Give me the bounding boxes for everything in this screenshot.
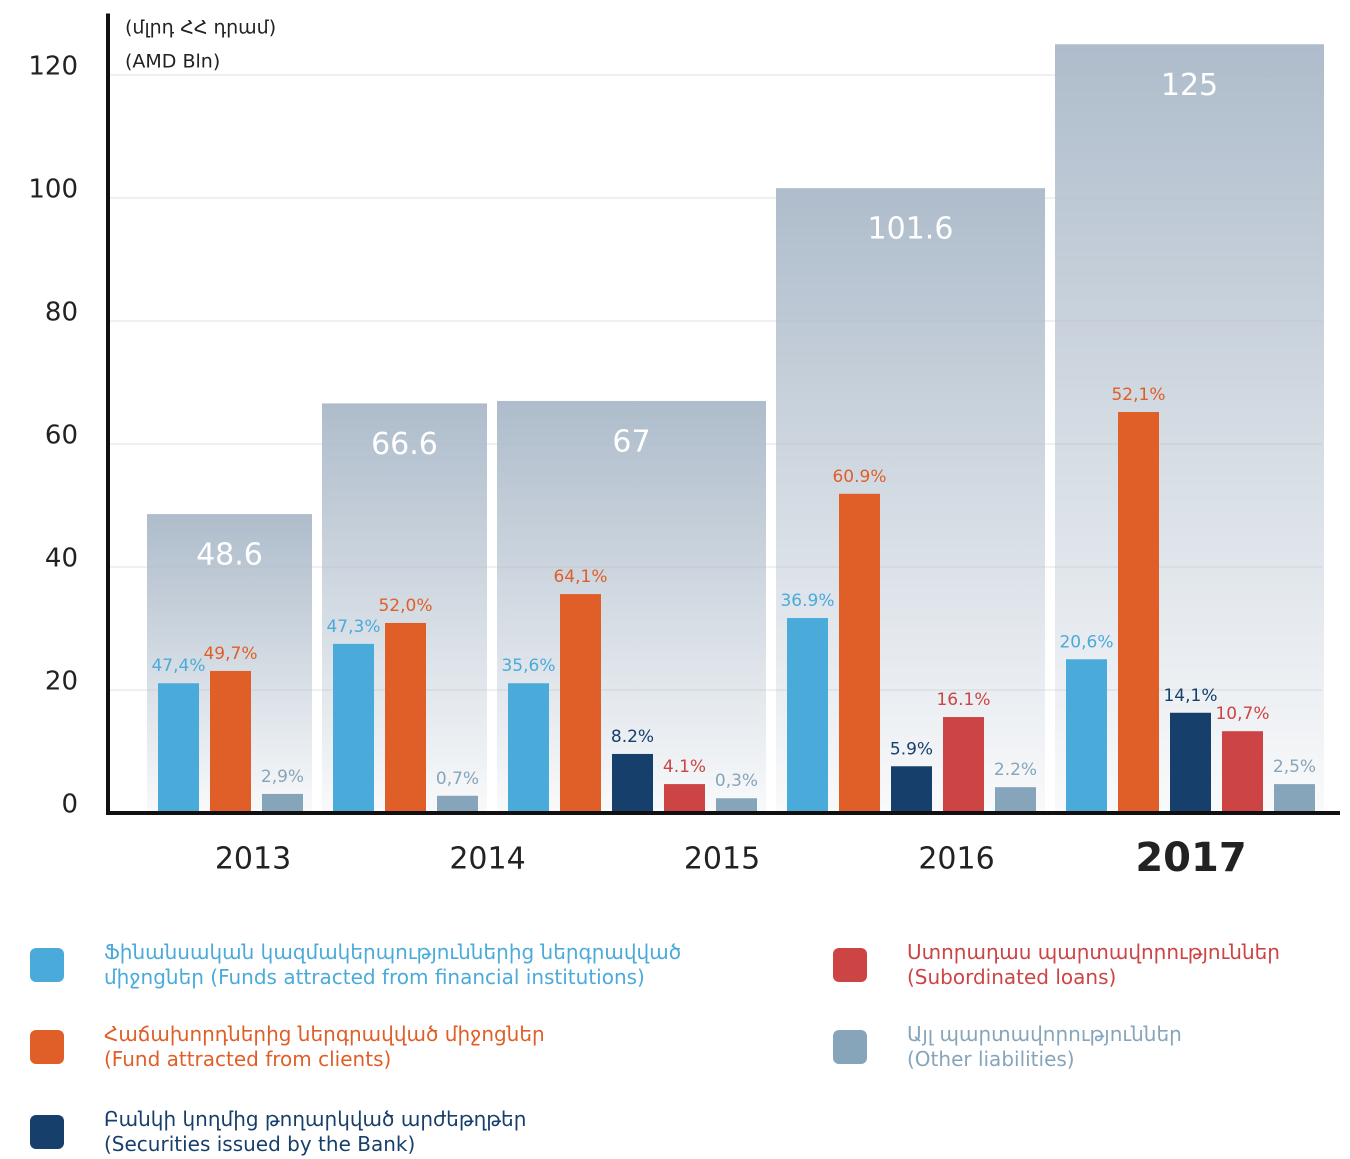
legend-swatch — [833, 948, 867, 982]
value-label: 10,7% — [1215, 704, 1269, 724]
value-label: 5.9% — [890, 739, 933, 759]
value-label: 60.9% — [832, 467, 886, 487]
value-label: 14,1% — [1163, 686, 1217, 706]
legend-item: Այլ պարտավորություններ (Other liabilitie… — [833, 1022, 1182, 1072]
value-label: 2,9% — [261, 767, 304, 787]
bar — [612, 753, 653, 813]
value-label: 52,1% — [1111, 385, 1165, 405]
y-tick-label: 60 — [45, 421, 78, 451]
value-label: 35,6% — [501, 656, 555, 676]
legend-label: Այլ պարտավորություններ (Other liabilitie… — [907, 1022, 1182, 1071]
bar — [333, 643, 374, 813]
bar — [943, 717, 984, 813]
bar — [839, 493, 880, 813]
y-tick-label: 80 — [45, 298, 78, 328]
bar — [1274, 784, 1315, 813]
value-label: 0,7% — [436, 769, 479, 789]
value-label: 47,4% — [151, 656, 205, 676]
legend-item: Ֆինանսական կազմակերպություններից ներգրավ… — [30, 940, 681, 990]
value-label: 16.1% — [936, 690, 990, 710]
legend-item: Բանկի կողմից թողարկված արժեթղթեր (Securi… — [30, 1107, 526, 1157]
bar — [1170, 712, 1211, 813]
bar — [437, 795, 478, 813]
y-tick-label: 100 — [28, 175, 78, 205]
bar — [787, 618, 828, 813]
bar — [1118, 412, 1159, 813]
value-label: 49,7% — [203, 644, 257, 664]
x-tick-label: 2015 — [684, 842, 760, 877]
value-label: 36.9% — [780, 591, 834, 611]
bar — [1222, 731, 1263, 813]
legend-swatch — [30, 1115, 64, 1149]
y-label: (AMD Bln) — [125, 51, 220, 73]
legend-label: Բանկի կողմից թողարկված արժեթղթեր (Securi… — [104, 1107, 527, 1156]
value-label: 2.2% — [994, 760, 1037, 780]
bar — [158, 683, 199, 813]
total-label: 66.6 — [371, 427, 438, 462]
chart: (մլրդ ՀՀ դրամ) (AMD Bln) 0 20 40 60 80 100 120… — [28, 13, 1340, 881]
total-label: 125 — [1161, 68, 1218, 103]
legend-item: Ստորադաս պարտավորություններ (Subordinate… — [833, 940, 1280, 990]
bar — [385, 622, 426, 813]
bar — [560, 594, 601, 813]
legend-label: Հաճախորդներից ներգրավված միջոցներ (Fund … — [104, 1022, 545, 1071]
value-label: 64,1% — [553, 567, 607, 587]
bar — [1066, 659, 1107, 813]
bar — [210, 670, 251, 813]
bar — [995, 787, 1036, 813]
legend-label: Ստորադաս պարտավորություններ (Subordinate… — [907, 940, 1280, 989]
y-tick-label: 0 — [61, 790, 78, 820]
value-label: 52,0% — [378, 596, 432, 616]
y-tick-label: 40 — [45, 544, 78, 574]
y-tick-label: 120 — [28, 52, 78, 82]
bar — [664, 784, 705, 813]
x-tick-label: 2017 — [1135, 835, 1246, 881]
value-label: 2,5% — [1273, 757, 1316, 777]
legend-item: Հաճախորդներից ներգրավված միջոցներ (Fund … — [30, 1022, 545, 1072]
y-label: (մլրդ ՀՀ դրամ) — [125, 17, 276, 39]
x-tick-label: 2014 — [449, 842, 525, 877]
value-label: 8.2% — [611, 727, 654, 747]
bar — [716, 798, 757, 813]
bar — [891, 766, 932, 813]
legend-label: Ֆինանսական կազմակերպություններից ներգրավ… — [104, 940, 682, 989]
x-tick-label: 2013 — [215, 842, 291, 877]
total-label: 67 — [612, 424, 650, 459]
legend-swatch — [30, 1030, 64, 1064]
value-label: 47,3% — [326, 617, 380, 637]
value-label: 0,3% — [715, 771, 758, 791]
x-tick-label: 2016 — [918, 842, 994, 877]
legend-swatch — [30, 948, 64, 982]
total-label: 101.6 — [868, 212, 954, 247]
y-tick-label: 20 — [45, 667, 78, 697]
total-label: 48.6 — [196, 538, 263, 573]
value-label: 20,6% — [1059, 632, 1113, 652]
value-label: 4.1% — [663, 757, 706, 777]
bar — [508, 683, 549, 813]
bar — [262, 793, 303, 813]
legend-swatch — [833, 1030, 867, 1064]
